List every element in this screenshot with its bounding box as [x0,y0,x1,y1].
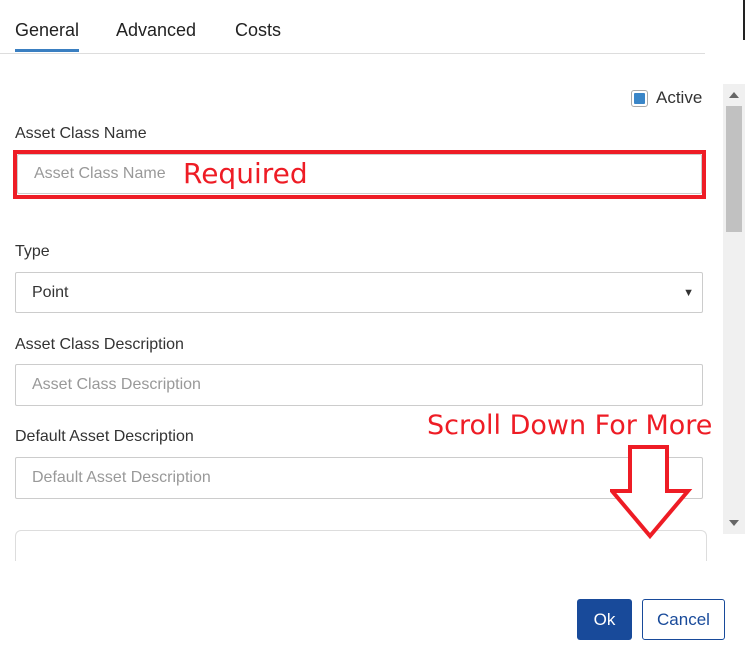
collapsed-section [15,530,707,561]
type-label: Type [15,243,50,260]
asset-class-name-label: Asset Class Name [15,125,147,142]
tab-general[interactable]: General [15,20,80,52]
active-label: Active [656,88,703,107]
cancel-button[interactable]: Cancel [642,599,725,640]
tab-advanced[interactable]: Advanced [116,20,197,40]
scrollbar[interactable] [723,84,745,534]
scroll-up-icon[interactable] [729,92,739,98]
asset-class-name-input[interactable]: Asset Class Name [17,154,702,194]
ok-button[interactable]: Ok [577,599,632,640]
caret-down-icon: ▼ [683,286,694,299]
scroll-down-icon[interactable] [729,520,739,526]
tab-bar: General Advanced Costs [0,0,705,54]
tab-costs[interactable]: Costs [235,20,282,40]
required-highlight-box [13,150,706,199]
asset-class-description-label: Asset Class Description [15,336,184,353]
active-checkbox[interactable]: Active [631,88,702,108]
default-asset-description-input[interactable]: Default Asset Description [15,457,703,499]
default-asset-description-label: Default Asset Description [15,428,194,445]
type-value: Point [32,283,69,301]
scrollbar-thumb[interactable] [726,106,742,232]
asset-class-description-placeholder: Asset Class Description [32,376,201,393]
window-edge [743,0,745,40]
default-asset-description-placeholder: Default Asset Description [32,469,211,486]
required-annotation: Required [183,157,308,190]
checkbox-checked-icon[interactable] [631,89,648,107]
arrow-down-icon [610,445,693,540]
type-select[interactable]: Point ▼ [15,272,703,313]
scroll-down-annotation: Scroll Down For More [427,410,713,441]
asset-class-description-input[interactable]: Asset Class Description [15,364,703,406]
asset-class-name-placeholder: Asset Class Name [34,165,166,182]
